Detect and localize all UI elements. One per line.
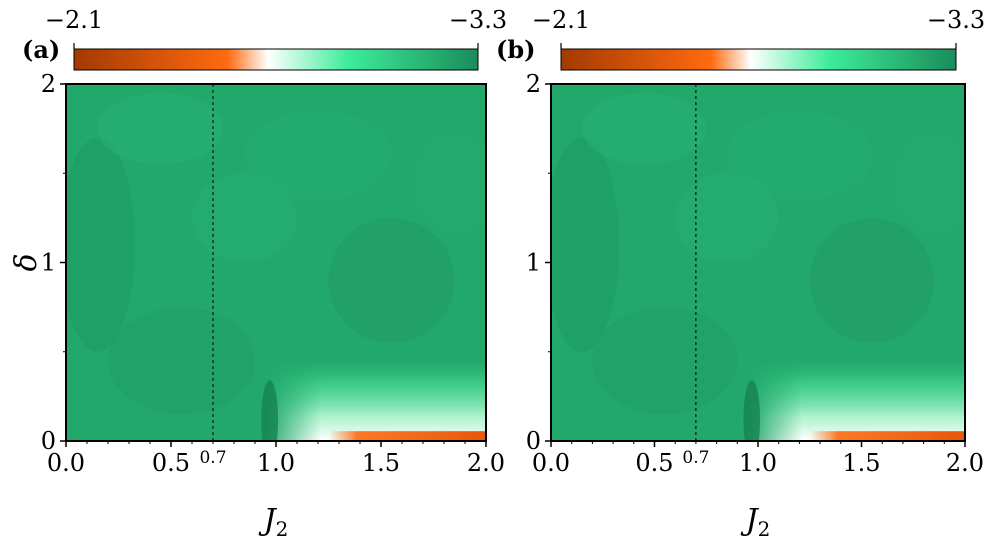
heatmap-patch xyxy=(582,92,707,165)
heatmap-field xyxy=(66,84,486,441)
heatmap-patch xyxy=(66,137,136,352)
vline-annotation-label: 0.7 xyxy=(682,448,709,468)
x-tick-label: 2.0 xyxy=(467,449,505,477)
colorbar-min-label: −2.1 xyxy=(532,6,590,34)
x-tick-label: 1.0 xyxy=(257,449,295,477)
x-tick-label: 0.0 xyxy=(532,449,570,477)
vline-annotation-label: 0.7 xyxy=(199,448,226,468)
y-tick-label: 0 xyxy=(526,427,541,455)
heatmap-field xyxy=(551,84,965,441)
heatmap-patch xyxy=(592,307,738,415)
x-tick-label: 2.0 xyxy=(946,449,984,477)
x-axis-label: J2 xyxy=(740,503,771,541)
panel-label: (b) xyxy=(496,35,536,64)
y-tick-label: 1 xyxy=(41,249,56,277)
x-axis-label: J2 xyxy=(258,503,289,541)
heatmap-bright-band xyxy=(747,360,965,441)
heatmap-patch xyxy=(412,128,486,236)
x-tick-label: 1.0 xyxy=(739,449,777,477)
heatmap-orange-strip xyxy=(809,431,965,441)
heatmap-dark-notch xyxy=(261,380,279,441)
heatmap-patch xyxy=(892,128,965,236)
x-tick-label: 0.5 xyxy=(152,449,190,477)
heatmap-bright-band xyxy=(265,360,486,441)
heatmap-patch xyxy=(675,173,779,263)
panel-a: 0.7 0.0 0.5 1.0 1.5 2.0 0 1 2 J2 δ (a)−2.1 −3.3 xyxy=(9,6,507,541)
heatmap-patch xyxy=(809,217,934,343)
y-tick-label: 0 xyxy=(41,427,56,455)
heatmap-dark-notch xyxy=(743,380,761,441)
heatmap-patch xyxy=(97,92,224,165)
heatmap-patch xyxy=(244,110,392,201)
heatmap-patch xyxy=(726,110,872,201)
colorbar-max-label: −3.3 xyxy=(449,6,507,34)
y-tick-label: 2 xyxy=(526,70,541,98)
y-tick-label: 2 xyxy=(41,70,56,98)
colorbar-max-label: −3.3 xyxy=(927,6,985,34)
heatmap-patch xyxy=(328,217,455,343)
panel-b: 0.7 0.0 0.5 1.0 1.5 2.0 0 1 2 J2 (b)−2.1 −3.3 xyxy=(496,6,985,541)
heatmap-orange-strip xyxy=(328,431,486,441)
x-tick-label: 1.5 xyxy=(362,449,400,477)
y-axis-label: δ xyxy=(9,253,44,271)
x-tick-label: 1.5 xyxy=(842,449,880,477)
heatmap-patch xyxy=(551,137,620,352)
heatmap-patch xyxy=(192,173,297,263)
heatmap-patch xyxy=(108,307,255,415)
x-tick-label: 0.0 xyxy=(47,449,85,477)
colorbar-min-label: −2.1 xyxy=(45,6,103,34)
panel-label: (a) xyxy=(22,35,60,64)
colorbar xyxy=(73,48,479,71)
x-tick-label: 0.5 xyxy=(635,449,673,477)
colorbar xyxy=(560,48,957,71)
y-tick-label: 1 xyxy=(526,249,541,277)
